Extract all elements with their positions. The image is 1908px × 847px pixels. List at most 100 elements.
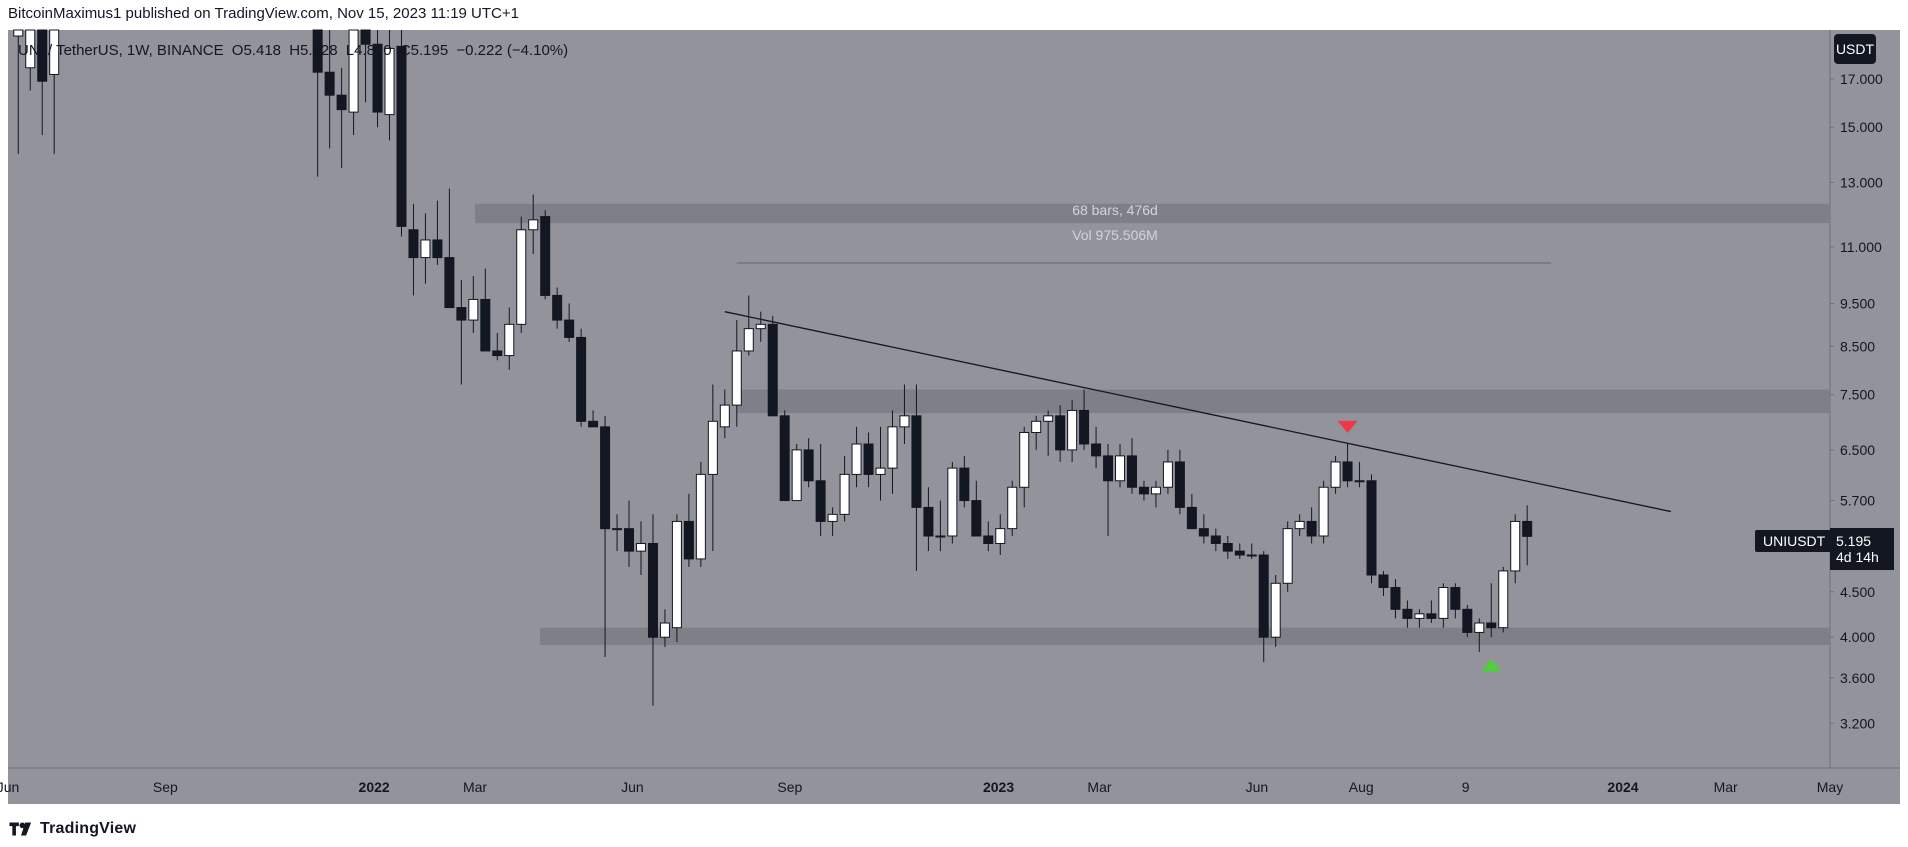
horizontal-zone[interactable] <box>736 389 1830 414</box>
candle[interactable] <box>1091 426 1102 469</box>
horizontal-zone[interactable] <box>540 627 1830 646</box>
time-axis-panel[interactable] <box>8 768 1900 804</box>
candle[interactable] <box>1402 600 1413 628</box>
candle[interactable] <box>803 438 814 488</box>
candle[interactable] <box>1330 455 1341 494</box>
candle[interactable] <box>1162 449 1173 494</box>
candle[interactable] <box>1043 410 1054 456</box>
candle[interactable] <box>1270 574 1281 647</box>
buy-marker-icon[interactable] <box>1481 659 1502 672</box>
candle[interactable] <box>971 480 982 537</box>
candle[interactable] <box>49 29 60 154</box>
candle[interactable] <box>456 279 467 385</box>
candle[interactable] <box>827 507 838 536</box>
candle[interactable] <box>1378 570 1389 597</box>
candle[interactable] <box>923 487 934 552</box>
candle[interactable] <box>1258 551 1269 663</box>
candle[interactable] <box>1306 507 1317 544</box>
candle[interactable] <box>671 514 682 643</box>
candle[interactable] <box>492 333 503 361</box>
candle[interactable] <box>564 303 575 342</box>
candle[interactable] <box>947 461 958 544</box>
candle[interactable] <box>719 389 730 439</box>
candle[interactable] <box>552 287 563 329</box>
candle[interactable] <box>1294 514 1305 536</box>
candle[interactable] <box>432 200 443 265</box>
candle[interactable] <box>1150 480 1161 508</box>
candle[interactable] <box>1115 444 1126 488</box>
candle[interactable] <box>1486 583 1497 638</box>
candle[interactable] <box>1282 521 1293 592</box>
candle[interactable] <box>1174 449 1185 515</box>
candle[interactable] <box>480 268 491 352</box>
candle[interactable] <box>13 29 24 154</box>
candle[interactable] <box>1210 528 1221 552</box>
candle[interactable] <box>324 30 335 149</box>
candle[interactable] <box>1390 579 1401 619</box>
candle[interactable] <box>1474 618 1485 652</box>
candle[interactable] <box>420 213 431 284</box>
candle[interactable] <box>887 410 898 494</box>
candle[interactable] <box>791 444 802 502</box>
candle[interactable] <box>995 514 1006 555</box>
candle[interactable] <box>1055 405 1066 462</box>
candle[interactable] <box>1354 461 1365 488</box>
candle[interactable] <box>839 455 850 522</box>
candle[interactable] <box>1126 438 1137 494</box>
candle[interactable] <box>755 311 766 342</box>
candle[interactable] <box>635 521 646 575</box>
candle[interactable] <box>1186 493 1197 530</box>
candle[interactable] <box>1498 566 1509 633</box>
descending-trendline[interactable] <box>724 311 1672 513</box>
candle[interactable] <box>372 30 383 128</box>
candle[interactable] <box>1222 535 1233 559</box>
candle[interactable] <box>336 67 347 168</box>
candle[interactable] <box>1198 514 1209 544</box>
candle[interactable] <box>1067 399 1078 462</box>
footer-brand[interactable]: TradingView <box>40 820 137 837</box>
candle[interactable] <box>1103 444 1114 536</box>
candle[interactable] <box>647 514 658 706</box>
candle[interactable] <box>540 210 551 300</box>
candle[interactable] <box>1462 604 1473 638</box>
candle[interactable] <box>1234 543 1245 559</box>
candle[interactable] <box>1438 583 1449 628</box>
horizontal-zone[interactable] <box>475 203 1831 224</box>
candle[interactable] <box>695 461 706 567</box>
candle[interactable] <box>659 609 670 647</box>
candle[interactable] <box>396 30 407 237</box>
candle[interactable] <box>1450 583 1461 619</box>
candle[interactable] <box>959 455 970 508</box>
candle[interactable] <box>815 444 826 536</box>
candle[interactable] <box>504 307 515 370</box>
candle[interactable] <box>779 410 790 502</box>
candle[interactable] <box>1138 480 1149 501</box>
candle[interactable] <box>683 493 694 567</box>
candle[interactable] <box>1426 600 1437 624</box>
candle[interactable] <box>767 315 778 417</box>
currency-button[interactable]: USDT <box>1834 34 1876 64</box>
candle[interactable] <box>37 29 48 136</box>
candle[interactable] <box>1342 444 1353 488</box>
candle[interactable] <box>911 384 922 571</box>
sell-marker-icon[interactable] <box>1337 420 1358 433</box>
candle[interactable] <box>743 295 754 356</box>
candle[interactable] <box>444 188 455 309</box>
candle[interactable] <box>1031 415 1042 450</box>
price-chart[interactable]: 3.2003.6004.0004.5005.0005.7006.5007.500… <box>0 0 1908 810</box>
candle[interactable] <box>731 320 742 427</box>
candle[interactable] <box>983 521 994 552</box>
candle[interactable] <box>576 328 587 427</box>
candle[interactable] <box>1246 543 1257 559</box>
candle[interactable] <box>516 216 527 334</box>
candle[interactable] <box>528 194 539 254</box>
candle[interactable] <box>348 29 359 136</box>
candle[interactable] <box>1510 514 1521 584</box>
candle[interactable] <box>468 276 479 334</box>
candle[interactable] <box>612 514 623 552</box>
candle[interactable] <box>1366 474 1377 584</box>
tradingview-logo-icon[interactable] <box>8 821 34 837</box>
candle[interactable] <box>624 500 635 567</box>
candle[interactable] <box>312 29 323 177</box>
candle[interactable] <box>1522 505 1533 566</box>
